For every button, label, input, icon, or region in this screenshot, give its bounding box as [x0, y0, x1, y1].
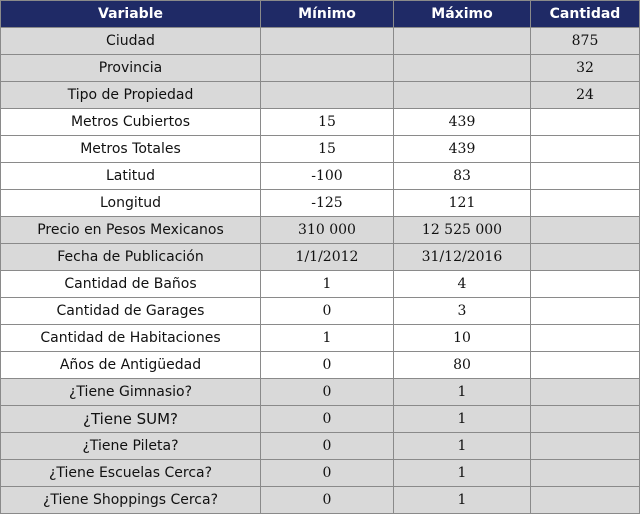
table-row: Cantidad de Baños 1 4 [0, 270, 640, 298]
table-row: ¿Tiene Shoppings Cerca? 0 1 [0, 486, 640, 514]
cell-minimo: 1 [260, 270, 394, 298]
cell-variable: Cantidad de Garages [0, 297, 261, 325]
table-row: Cantidad de Habitaciones 1 10 [0, 324, 640, 352]
cell-cantidad [530, 405, 640, 433]
cell-maximo: 4 [393, 270, 531, 298]
cell-variable: Precio en Pesos Mexicanos [0, 216, 261, 244]
cell-variable: ¿Tiene Escuelas Cerca? [0, 459, 261, 487]
cell-maximo [393, 81, 531, 109]
table-row: Fecha de Publicación 1/1/2012 31/12/2016 [0, 243, 640, 271]
cell-cantidad: 32 [530, 54, 640, 82]
cell-minimo [260, 27, 394, 55]
cell-cantidad [530, 270, 640, 298]
table-row: Provincia 32 [0, 54, 640, 82]
cell-cantidad [530, 189, 640, 217]
cell-minimo: 310 000 [260, 216, 394, 244]
cell-variable: ¿Tiene Shoppings Cerca? [0, 486, 261, 514]
cell-minimo: 15 [260, 108, 394, 136]
table-row: ¿Tiene Escuelas Cerca? 0 1 [0, 459, 640, 487]
cell-minimo: -125 [260, 189, 394, 217]
cell-variable: Provincia [0, 54, 261, 82]
cell-variable: Tipo de Propiedad [0, 81, 261, 109]
cell-variable: ¿Tiene SUM? [0, 405, 261, 433]
cell-variable: Ciudad [0, 27, 261, 55]
cell-variable: Latitud [0, 162, 261, 190]
cell-maximo: 80 [393, 351, 531, 379]
header-minimo: Mínimo [260, 0, 394, 28]
cell-cantidad [530, 243, 640, 271]
header-variable: Variable [0, 0, 261, 28]
cell-cantidad [530, 486, 640, 514]
table-row: Latitud -100 83 [0, 162, 640, 190]
cell-maximo: 1 [393, 432, 531, 460]
cell-minimo: 0 [260, 378, 394, 406]
cell-minimo: -100 [260, 162, 394, 190]
cell-cantidad [530, 459, 640, 487]
cell-variable: Longitud [0, 189, 261, 217]
cell-minimo: 15 [260, 135, 394, 163]
cell-maximo: 439 [393, 108, 531, 136]
cell-maximo: 1 [393, 459, 531, 487]
cell-variable: ¿Tiene Pileta? [0, 432, 261, 460]
cell-maximo: 1 [393, 378, 531, 406]
table-row: ¿Tiene Gimnasio? 0 1 [0, 378, 640, 406]
table-row: Metros Cubiertos 15 439 [0, 108, 640, 136]
header-row: Variable Mínimo Máximo Cantidad [0, 0, 640, 28]
cell-maximo: 1 [393, 405, 531, 433]
cell-variable: Fecha de Publicación [0, 243, 261, 271]
cell-cantidad: 24 [530, 81, 640, 109]
cell-variable: Cantidad de Habitaciones [0, 324, 261, 352]
table-row: Años de Antigüedad 0 80 [0, 351, 640, 379]
variables-table: Variable Mínimo Máximo Cantidad Ciudad 87… [0, 0, 640, 514]
cell-maximo: 1 [393, 486, 531, 514]
cell-cantidad [530, 216, 640, 244]
cell-variable: ¿Tiene Gimnasio? [0, 378, 261, 406]
cell-variable: Metros Totales [0, 135, 261, 163]
cell-cantidad [530, 351, 640, 379]
cell-maximo: 12 525 000 [393, 216, 531, 244]
cell-variable: Metros Cubiertos [0, 108, 261, 136]
table-row: ¿Tiene SUM? 0 1 [0, 405, 640, 433]
cell-cantidad [530, 297, 640, 325]
header-maximo: Máximo [393, 0, 531, 28]
cell-maximo: 10 [393, 324, 531, 352]
table-row: Cantidad de Garages 0 3 [0, 297, 640, 325]
table-row: Tipo de Propiedad 24 [0, 81, 640, 109]
cell-minimo [260, 54, 394, 82]
cell-variable: Años de Antigüedad [0, 351, 261, 379]
cell-minimo: 0 [260, 486, 394, 514]
cell-variable: Cantidad de Baños [0, 270, 261, 298]
cell-maximo: 3 [393, 297, 531, 325]
cell-cantidad [530, 135, 640, 163]
cell-maximo: 121 [393, 189, 531, 217]
cell-cantidad [530, 108, 640, 136]
cell-minimo: 1 [260, 324, 394, 352]
table-row: Precio en Pesos Mexicanos 310 000 12 525 0… [0, 216, 640, 244]
cell-maximo [393, 27, 531, 55]
cell-minimo: 0 [260, 405, 394, 433]
cell-maximo [393, 54, 531, 82]
cell-maximo: 83 [393, 162, 531, 190]
cell-minimo: 0 [260, 432, 394, 460]
header-cantidad: Cantidad [530, 0, 640, 28]
cell-cantidad [530, 432, 640, 460]
cell-cantidad: 875 [530, 27, 640, 55]
table-row: Longitud -125 121 [0, 189, 640, 217]
cell-cantidad [530, 324, 640, 352]
cell-maximo: 439 [393, 135, 531, 163]
cell-cantidad [530, 162, 640, 190]
table-row: Ciudad 875 [0, 27, 640, 55]
cell-minimo: 0 [260, 351, 394, 379]
cell-minimo: 1/1/2012 [260, 243, 394, 271]
cell-minimo: 0 [260, 297, 394, 325]
table-row: ¿Tiene Pileta? 0 1 [0, 432, 640, 460]
data-table-container: Variable Mínimo Máximo Cantidad Ciudad 87… [0, 0, 640, 514]
table-row: Metros Totales 15 439 [0, 135, 640, 163]
cell-minimo: 0 [260, 459, 394, 487]
cell-cantidad [530, 378, 640, 406]
cell-minimo [260, 81, 394, 109]
cell-maximo: 31/12/2016 [393, 243, 531, 271]
